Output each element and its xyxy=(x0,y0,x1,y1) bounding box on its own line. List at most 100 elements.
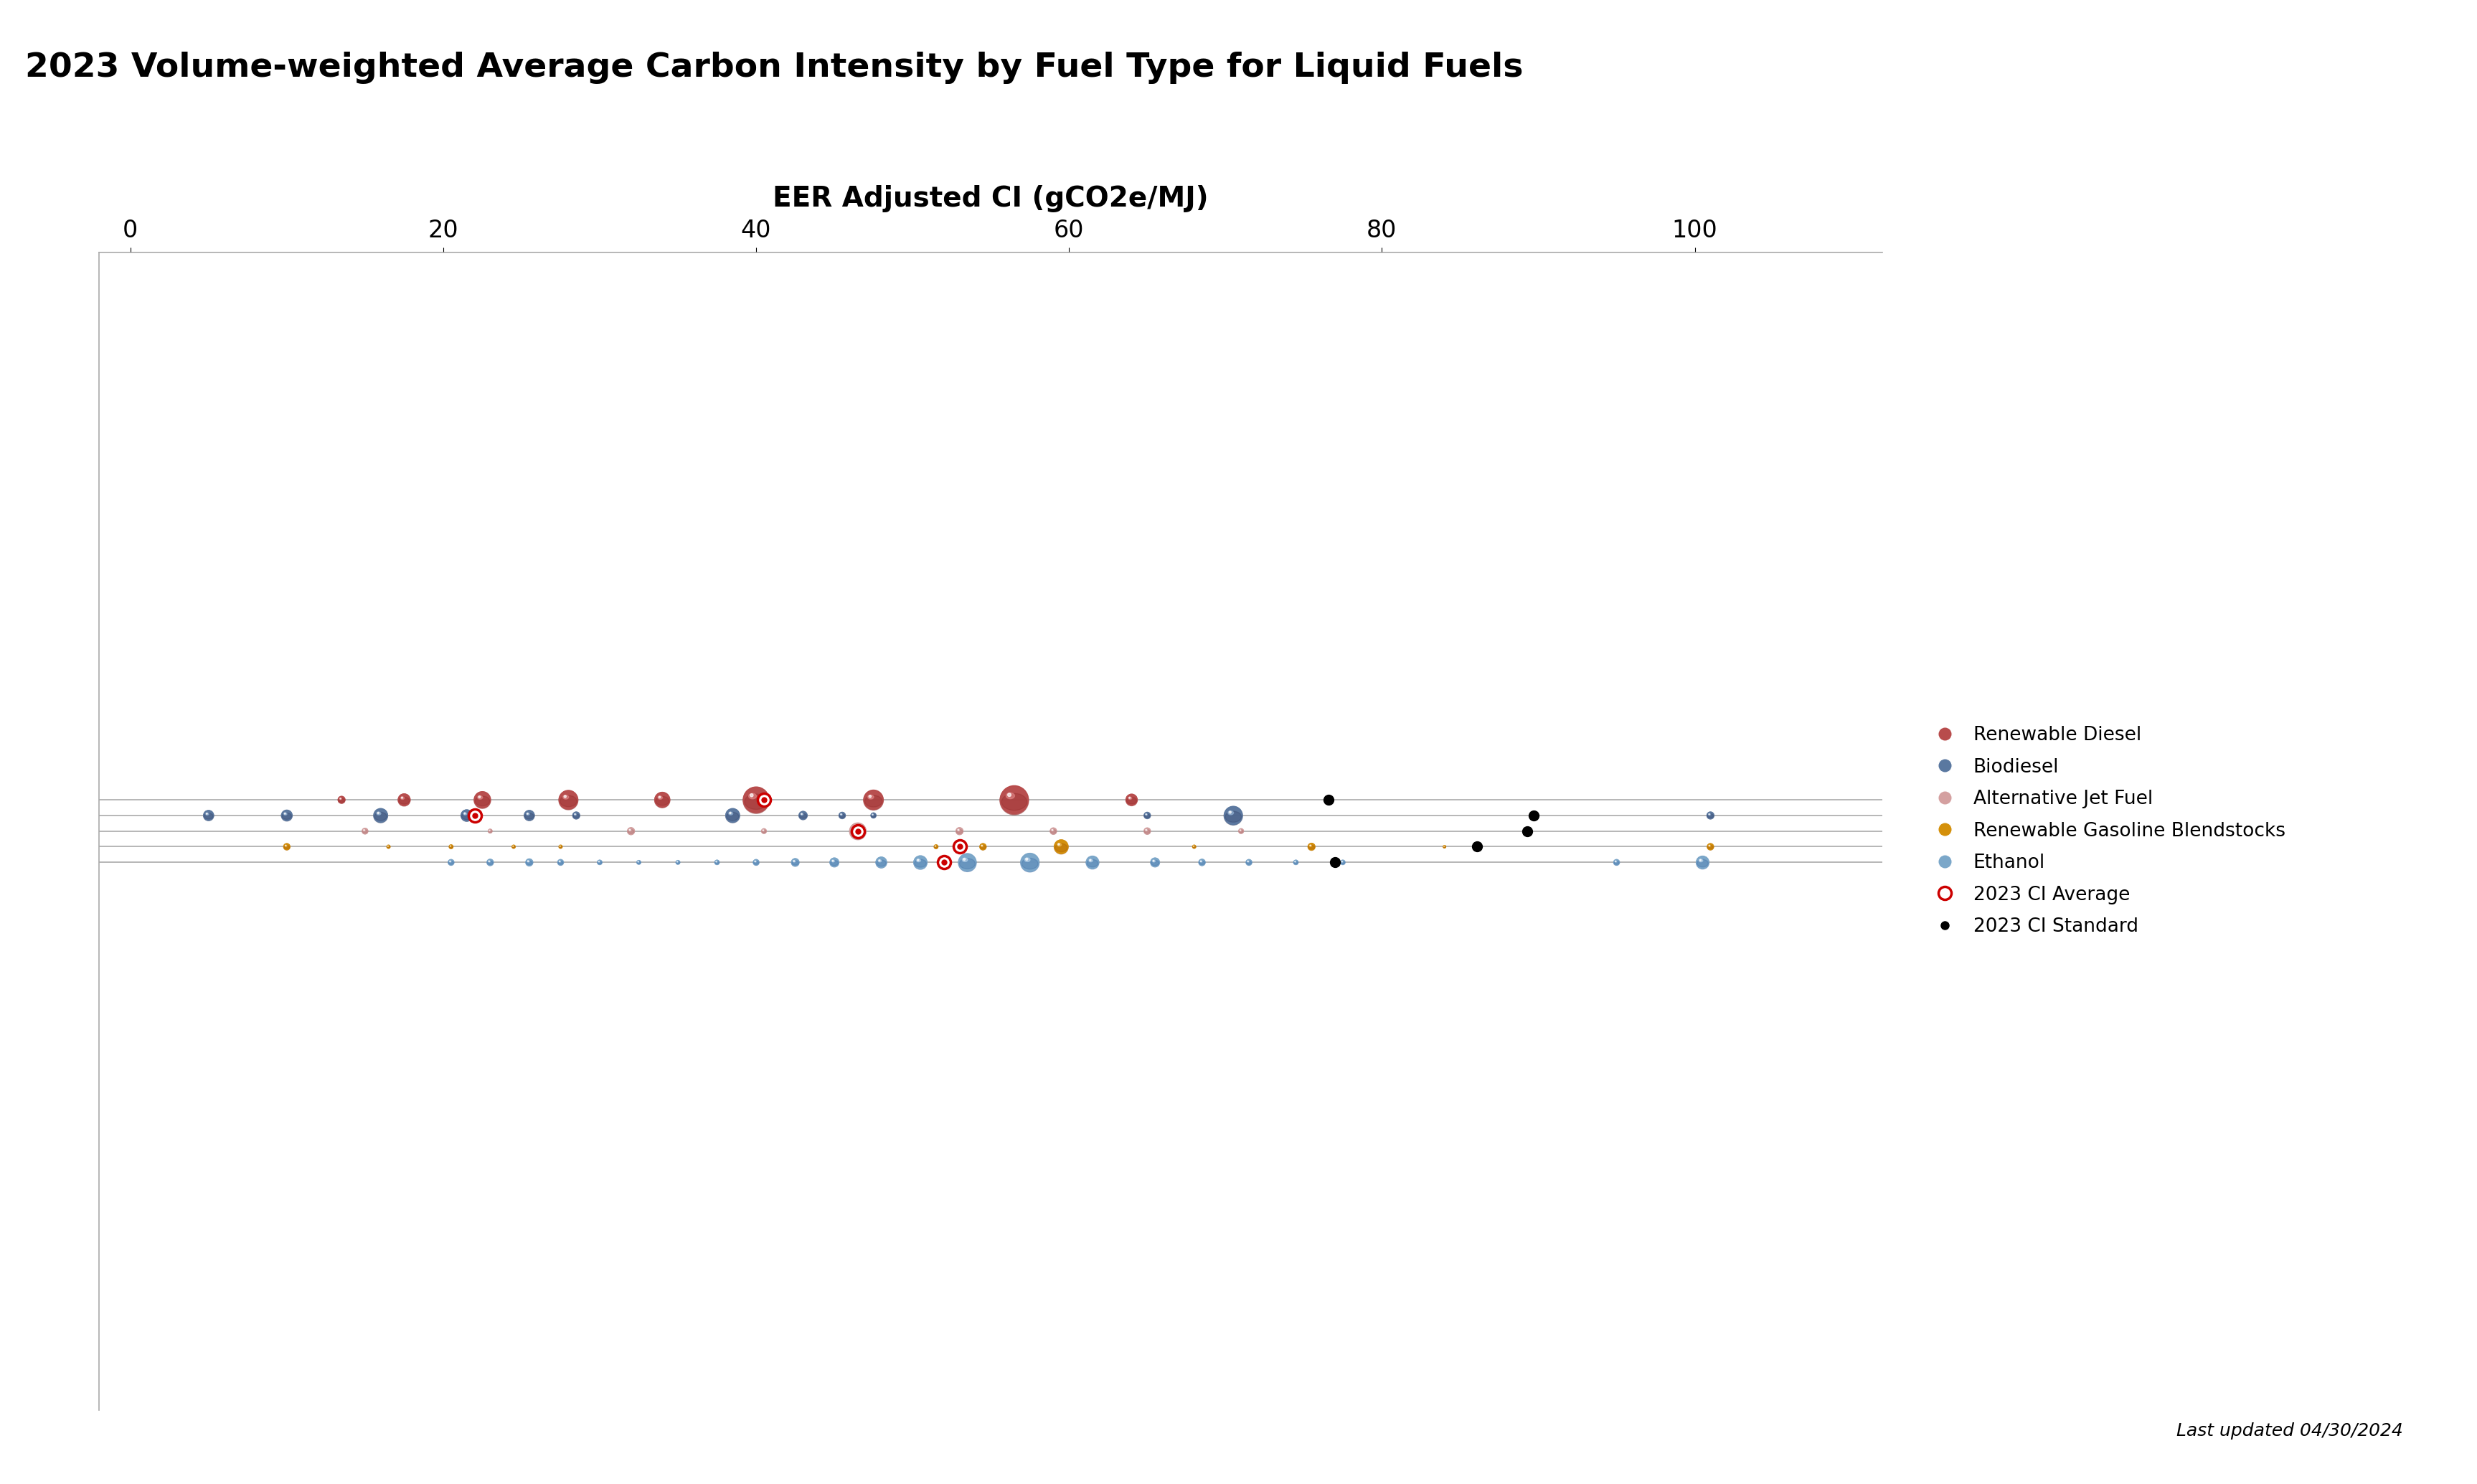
Circle shape xyxy=(1697,856,1709,868)
Circle shape xyxy=(1008,792,1011,797)
Circle shape xyxy=(1021,853,1040,873)
Ellipse shape xyxy=(1226,812,1241,822)
Ellipse shape xyxy=(562,795,570,798)
Circle shape xyxy=(1613,859,1620,865)
Circle shape xyxy=(1613,859,1620,865)
Circle shape xyxy=(864,789,884,809)
Ellipse shape xyxy=(981,846,986,849)
Ellipse shape xyxy=(476,795,490,806)
Ellipse shape xyxy=(488,830,493,833)
Ellipse shape xyxy=(753,861,758,865)
Circle shape xyxy=(1224,806,1243,825)
Circle shape xyxy=(557,859,562,865)
Circle shape xyxy=(448,844,453,849)
Ellipse shape xyxy=(401,797,404,800)
Circle shape xyxy=(1152,858,1159,867)
Ellipse shape xyxy=(448,846,453,847)
Circle shape xyxy=(716,861,718,865)
Ellipse shape xyxy=(362,830,367,833)
Ellipse shape xyxy=(1199,861,1204,865)
Ellipse shape xyxy=(1707,813,1714,818)
Circle shape xyxy=(743,788,770,813)
Circle shape xyxy=(1191,844,1196,849)
Circle shape xyxy=(1246,859,1251,865)
Circle shape xyxy=(830,858,840,867)
Circle shape xyxy=(386,844,389,849)
Circle shape xyxy=(525,859,533,867)
Circle shape xyxy=(753,859,758,865)
Circle shape xyxy=(473,792,490,809)
Circle shape xyxy=(956,828,964,834)
Ellipse shape xyxy=(285,846,290,849)
Circle shape xyxy=(800,812,808,819)
Ellipse shape xyxy=(1152,861,1154,862)
Ellipse shape xyxy=(203,813,213,819)
Ellipse shape xyxy=(525,813,535,819)
Ellipse shape xyxy=(872,815,877,818)
Circle shape xyxy=(362,828,369,834)
Ellipse shape xyxy=(659,795,661,800)
Circle shape xyxy=(1199,859,1206,865)
Circle shape xyxy=(203,810,213,821)
Circle shape xyxy=(760,828,765,834)
Circle shape xyxy=(1238,828,1243,834)
Circle shape xyxy=(877,858,887,868)
Circle shape xyxy=(1144,828,1149,834)
Circle shape xyxy=(1055,840,1068,855)
Ellipse shape xyxy=(800,813,808,819)
Circle shape xyxy=(1293,861,1298,865)
Circle shape xyxy=(1191,846,1196,849)
Ellipse shape xyxy=(1246,861,1251,865)
Circle shape xyxy=(374,809,389,822)
Circle shape xyxy=(203,810,213,821)
Circle shape xyxy=(1444,846,1447,847)
Circle shape xyxy=(981,843,986,850)
Circle shape xyxy=(1199,859,1206,865)
Ellipse shape xyxy=(339,798,344,803)
Ellipse shape xyxy=(864,795,882,807)
Circle shape xyxy=(877,856,887,868)
Ellipse shape xyxy=(959,858,976,870)
Circle shape xyxy=(1050,828,1058,834)
Circle shape xyxy=(793,859,800,867)
Ellipse shape xyxy=(1707,846,1714,849)
Ellipse shape xyxy=(867,795,874,798)
Ellipse shape xyxy=(728,812,733,815)
Circle shape xyxy=(726,809,741,822)
Ellipse shape xyxy=(282,813,292,819)
Circle shape xyxy=(513,846,515,849)
Ellipse shape xyxy=(572,813,580,818)
Legend: Renewable Diesel, Biodiesel, Alternative Jet Fuel, Renewable Gasoline Blendstock: Renewable Diesel, Biodiesel, Alternative… xyxy=(1917,718,2294,944)
Circle shape xyxy=(1144,812,1149,819)
Ellipse shape xyxy=(840,815,845,818)
Ellipse shape xyxy=(560,846,562,847)
Ellipse shape xyxy=(1615,861,1620,865)
Circle shape xyxy=(743,787,768,813)
Circle shape xyxy=(525,859,533,865)
Circle shape xyxy=(285,843,290,850)
Ellipse shape xyxy=(1050,830,1055,834)
Circle shape xyxy=(1697,856,1709,870)
Text: 2023 Volume-weighted Average Carbon Intensity by Fuel Type for Liquid Fuels: 2023 Volume-weighted Average Carbon Inte… xyxy=(25,52,1523,85)
Circle shape xyxy=(1050,828,1058,834)
Circle shape xyxy=(1238,828,1243,834)
Circle shape xyxy=(1340,861,1345,865)
Circle shape xyxy=(1087,856,1100,868)
Circle shape xyxy=(1021,853,1038,871)
Ellipse shape xyxy=(557,861,562,865)
Circle shape xyxy=(1707,843,1714,850)
Ellipse shape xyxy=(1127,797,1137,804)
Circle shape xyxy=(830,858,840,867)
Ellipse shape xyxy=(463,813,466,815)
Circle shape xyxy=(525,810,535,821)
Ellipse shape xyxy=(793,861,798,865)
Ellipse shape xyxy=(377,812,381,815)
Ellipse shape xyxy=(1001,794,1028,810)
Ellipse shape xyxy=(374,812,386,821)
Ellipse shape xyxy=(934,846,939,847)
Circle shape xyxy=(1340,861,1345,865)
Circle shape xyxy=(1152,858,1159,867)
Circle shape xyxy=(716,861,718,865)
Ellipse shape xyxy=(1340,861,1345,864)
Ellipse shape xyxy=(1152,861,1159,865)
